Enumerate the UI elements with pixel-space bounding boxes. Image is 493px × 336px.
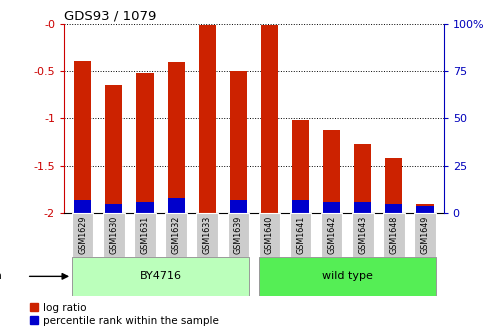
Bar (323, 202, 340, 213)
Bar (137, 202, 153, 213)
Text: GSM1629: GSM1629 (78, 216, 87, 254)
Bar (165, 213, 187, 257)
Bar (168, 198, 185, 213)
Bar (72, 257, 249, 296)
Bar (259, 213, 280, 257)
Bar (228, 213, 249, 257)
Bar (261, 26, 278, 213)
Bar (414, 213, 436, 257)
Text: strain: strain (0, 271, 2, 281)
Bar (352, 213, 374, 257)
Text: GDS93 / 1079: GDS93 / 1079 (64, 9, 156, 23)
Text: GSM1631: GSM1631 (141, 216, 149, 254)
Bar (292, 120, 309, 213)
Bar (74, 61, 91, 213)
Text: wild type: wild type (322, 271, 373, 281)
Text: GSM1640: GSM1640 (265, 216, 274, 254)
Legend: log ratio, percentile rank within the sample: log ratio, percentile rank within the sa… (30, 303, 219, 326)
Bar (72, 213, 94, 257)
Bar (323, 130, 340, 213)
Bar (321, 213, 343, 257)
Bar (292, 200, 309, 213)
Bar (74, 200, 91, 213)
Bar (199, 26, 216, 213)
Bar (354, 144, 371, 213)
Bar (103, 213, 125, 257)
Text: GSM1641: GSM1641 (296, 216, 305, 254)
Bar (290, 213, 311, 257)
Text: BY4716: BY4716 (140, 271, 181, 281)
Bar (137, 73, 153, 213)
Bar (197, 213, 218, 257)
Text: GSM1632: GSM1632 (172, 216, 180, 254)
Bar (417, 206, 433, 213)
Bar (386, 204, 402, 213)
Text: GSM1630: GSM1630 (109, 216, 118, 254)
Bar (106, 204, 122, 213)
Text: GSM1642: GSM1642 (327, 216, 336, 254)
Bar (230, 71, 247, 213)
Bar (259, 257, 436, 296)
Bar (106, 85, 122, 213)
Bar (168, 62, 185, 213)
Bar (230, 200, 247, 213)
Bar (134, 213, 156, 257)
Bar (354, 202, 371, 213)
Bar (386, 158, 402, 213)
Text: GSM1639: GSM1639 (234, 216, 243, 254)
Text: GSM1649: GSM1649 (421, 216, 429, 254)
Text: GSM1633: GSM1633 (203, 216, 211, 254)
Text: GSM1643: GSM1643 (358, 216, 367, 254)
Bar (383, 213, 405, 257)
Text: GSM1648: GSM1648 (389, 216, 398, 254)
Bar (417, 204, 433, 213)
